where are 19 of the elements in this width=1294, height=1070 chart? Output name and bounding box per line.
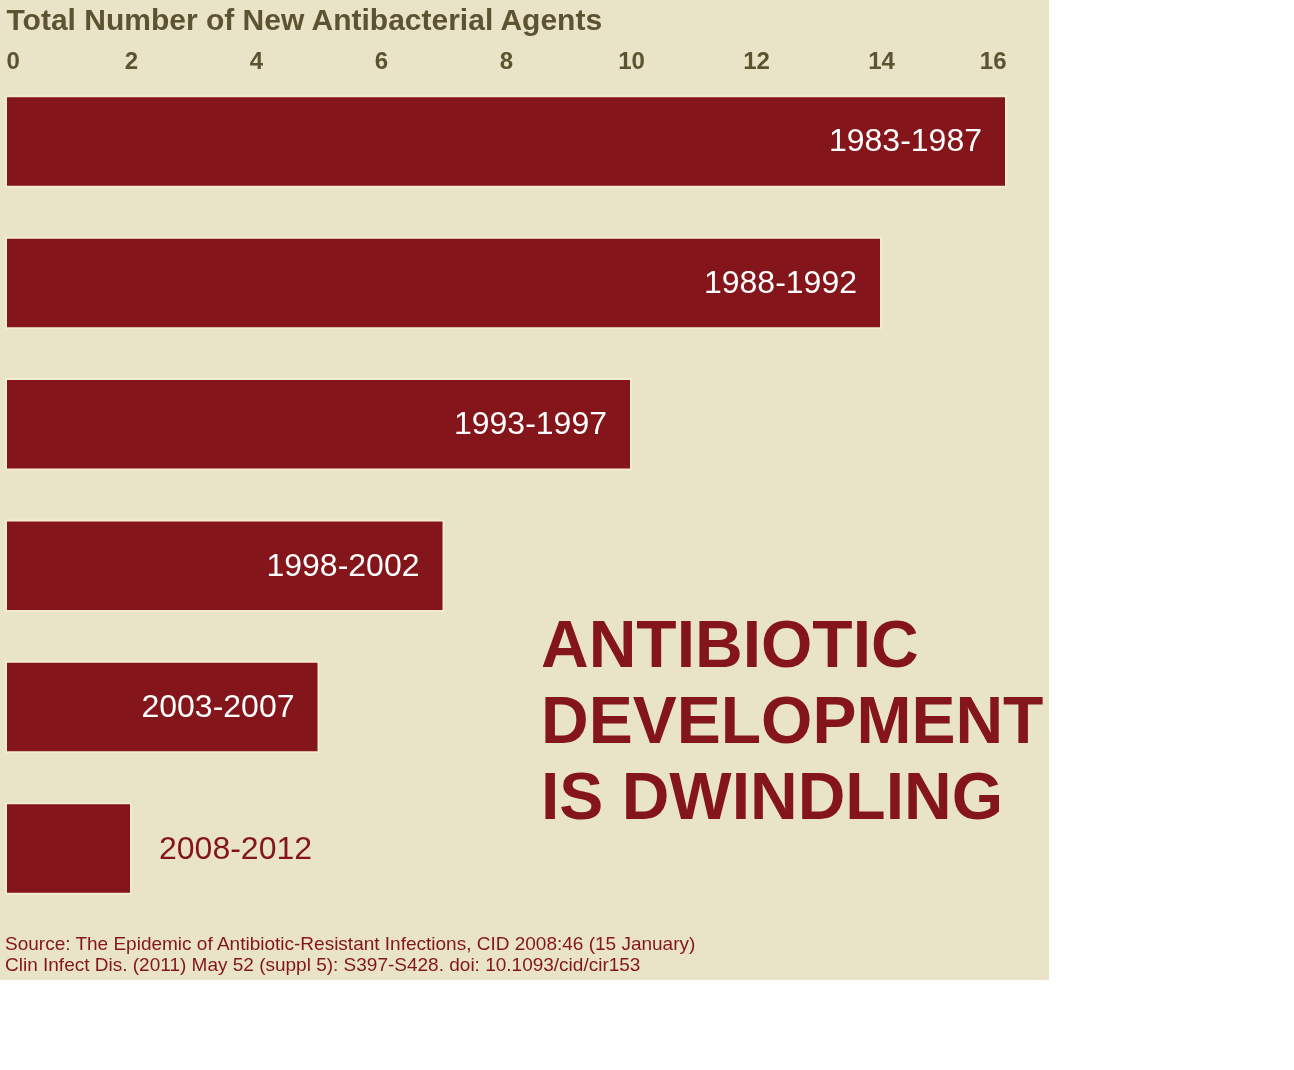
x-tick-label: 0 xyxy=(6,46,20,74)
annotation: ANTIBIOTIC DEVELOPMENT IS DWINDLING xyxy=(541,607,1044,833)
y-tick-label: 1983-1987 xyxy=(828,122,982,159)
x-tick-label: 14 xyxy=(868,46,896,74)
x-tick-label: 10 xyxy=(618,46,645,74)
x-axis-title: Total Number of New Antibacterial Agents xyxy=(6,2,603,36)
y-tick-label: 2003-2007 xyxy=(141,688,295,725)
y-tick-label: 2008-2012 xyxy=(159,829,313,866)
text: Clin Infect Dis. (2011) May 52 (suppl 5): S397-S428. doi: 10.1093/cid/cir153 xyxy=(5,954,641,975)
y-tick-label: 1988-1992 xyxy=(703,263,857,300)
x-tick-label: 6 xyxy=(374,46,389,74)
x-tick-label: 2 xyxy=(124,46,139,74)
y-tick-label: 1993-1997 xyxy=(453,405,607,442)
x-tick-label: 4 xyxy=(249,46,264,74)
source-note: Source: The Epidemic of Antibiotic-Resistant Infections, CID 2008:46 (15 January) xyxy=(5,933,696,954)
y-tick-label: 1998-2002 xyxy=(266,546,420,583)
x-tick-label: 12 xyxy=(743,46,770,74)
x-tick-label: 16 xyxy=(979,46,1007,74)
x-tick-label: 8 xyxy=(499,46,514,74)
